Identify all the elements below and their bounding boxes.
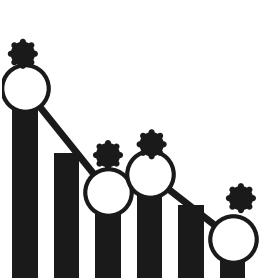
Point [239, 208, 243, 213]
Bar [53, 153, 79, 278]
Point [150, 154, 154, 158]
Point [106, 165, 110, 169]
Point [230, 204, 235, 209]
Point [21, 64, 25, 68]
Point [161, 142, 166, 146]
Point [150, 130, 154, 135]
Point [106, 153, 110, 157]
Point [97, 161, 102, 166]
Point [9, 52, 13, 56]
Bar [12, 88, 38, 278]
Bar [220, 239, 245, 278]
Point [141, 134, 145, 138]
Point [231, 237, 235, 241]
Point [29, 43, 33, 48]
Point [230, 187, 235, 192]
Point [23, 86, 27, 90]
Point [29, 60, 33, 64]
Point [239, 184, 243, 188]
Point [33, 52, 37, 56]
Bar [178, 205, 204, 278]
Point [94, 153, 98, 157]
Point [114, 161, 119, 166]
Point [106, 190, 110, 194]
Point [12, 43, 16, 48]
Point [21, 52, 25, 56]
Point [247, 204, 252, 209]
Bar [95, 192, 121, 278]
Point [114, 144, 119, 149]
Point [158, 134, 162, 138]
Point [158, 151, 162, 155]
Point [97, 144, 102, 149]
Point [147, 172, 152, 177]
Point [137, 142, 142, 146]
Point [251, 196, 255, 200]
Point [118, 153, 122, 157]
Point [247, 187, 252, 192]
Bar [137, 174, 163, 278]
Point [12, 60, 16, 64]
Point [227, 196, 231, 200]
Point [239, 196, 243, 200]
Point [141, 151, 145, 155]
Point [106, 141, 110, 145]
Point [21, 39, 25, 44]
Point [150, 142, 154, 146]
